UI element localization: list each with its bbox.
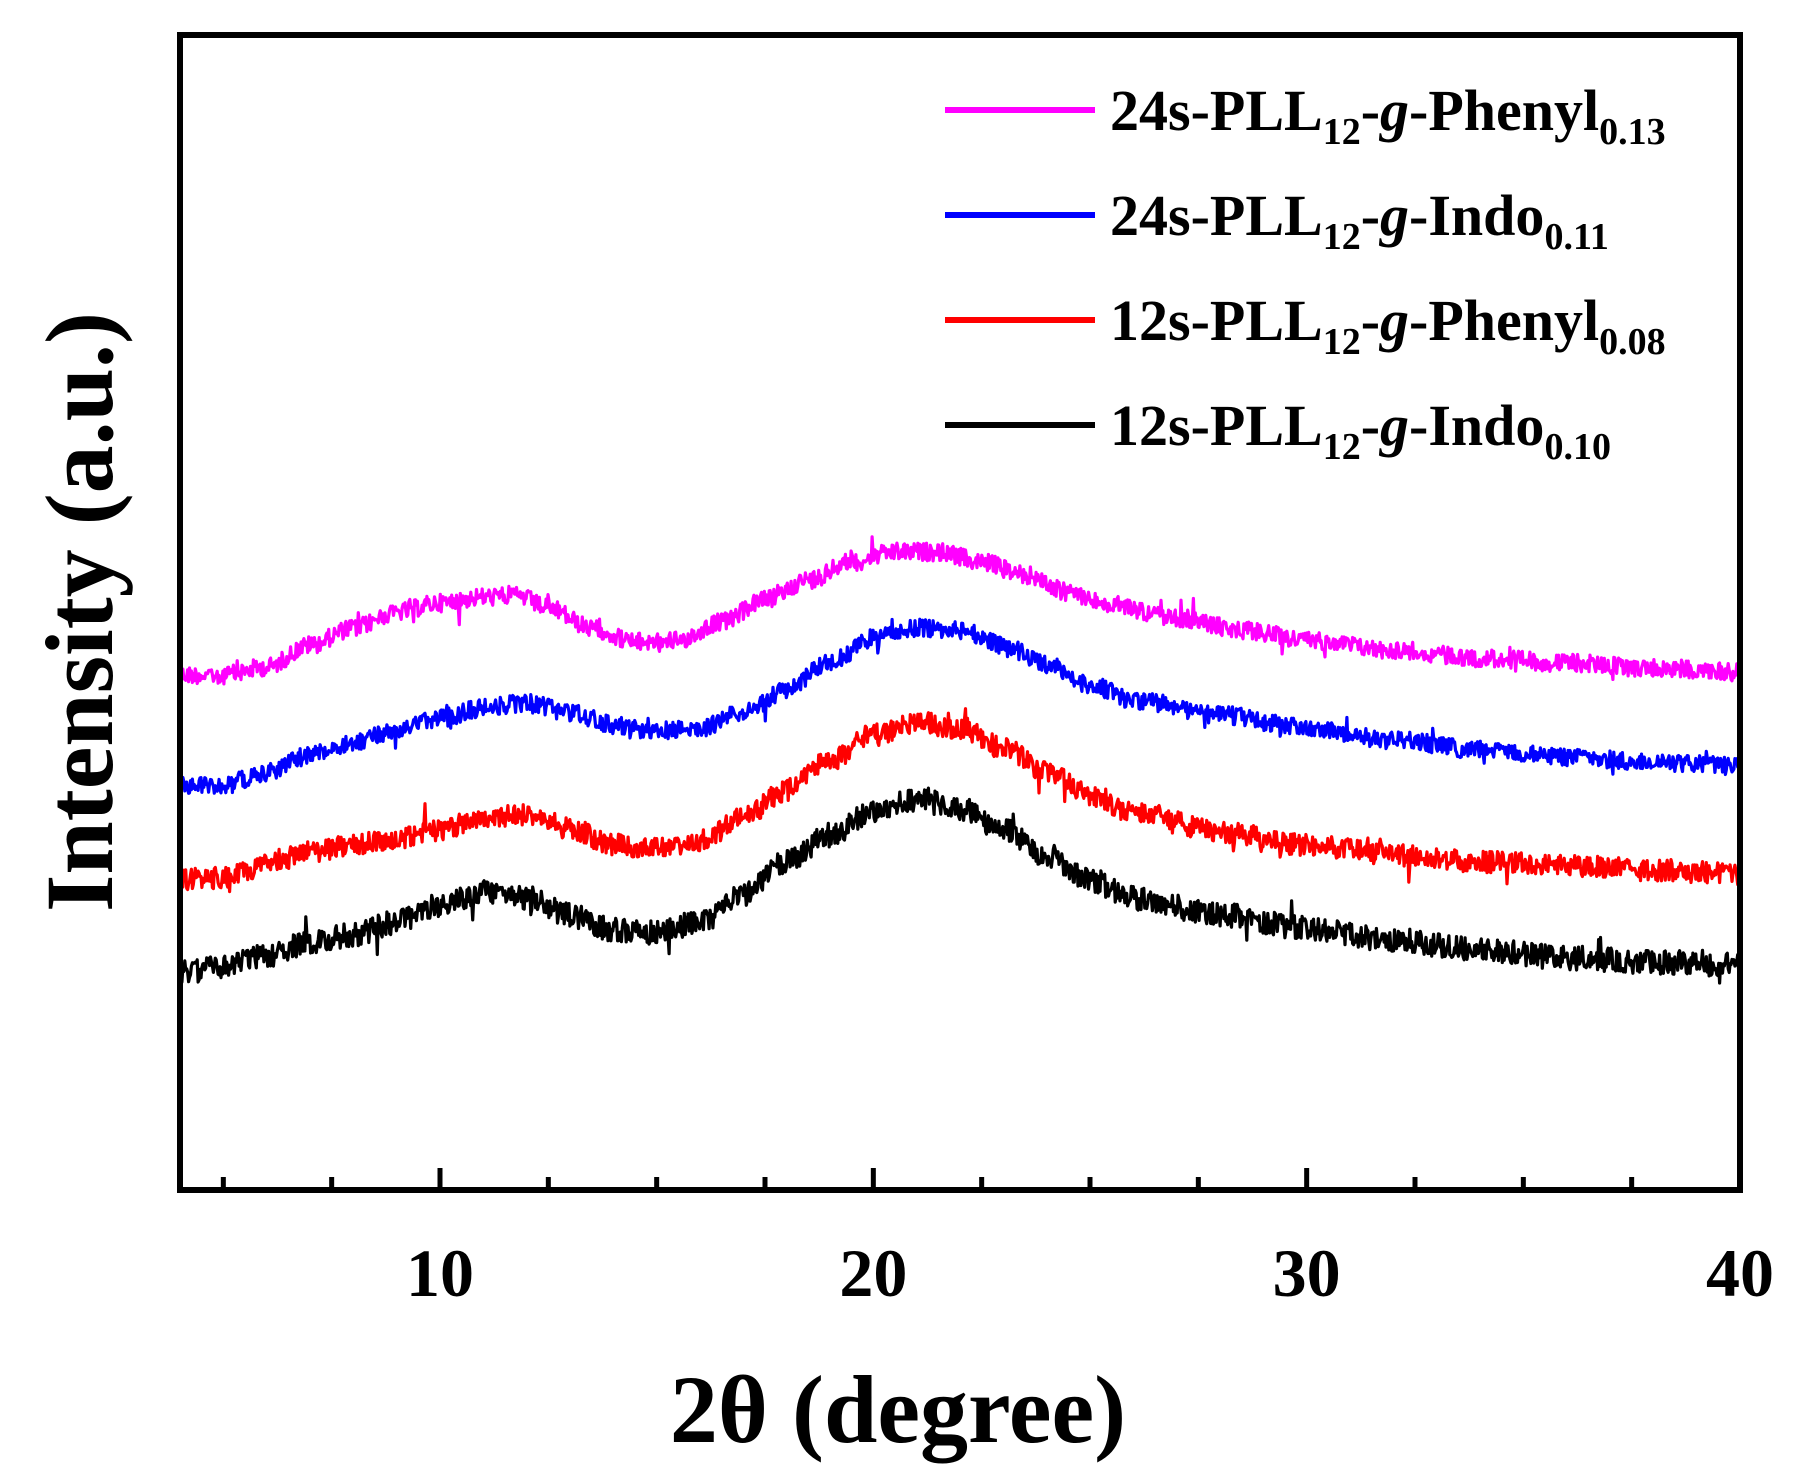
x-tick-label: 10	[406, 1235, 474, 1311]
series-layer	[178, 535, 1742, 985]
series-line-1	[179, 535, 1742, 686]
series-line-4	[178, 786, 1742, 985]
plot-frame	[177, 32, 1743, 1193]
tick-layer: 10 20 30 40	[220, 1168, 1774, 1311]
legend-label: 24s-PLL12-g-Phenyl0.13	[1110, 78, 1666, 153]
legend-label: 12s-PLL12-g-Indo0.10	[1110, 393, 1611, 468]
x-tick-label: 40	[1706, 1235, 1774, 1311]
x-tick-label: 30	[1273, 1235, 1341, 1311]
legend-label: 12s-PLL12-g-Phenyl0.08	[1110, 288, 1666, 363]
x-tick-label: 20	[839, 1235, 907, 1311]
legend-label: 24s-PLL12-g-Indo0.11	[1110, 183, 1609, 258]
series-line-3	[178, 707, 1742, 894]
x-axis-title: 2θ (degree)	[670, 1356, 1126, 1463]
y-axis-title: Intensity (a.u.)	[26, 312, 133, 912]
series-line-2	[178, 617, 1742, 795]
legend: 24s-PLL12-g-Phenyl0.13 24s-PLL12-g-Indo0.…	[945, 78, 1666, 468]
